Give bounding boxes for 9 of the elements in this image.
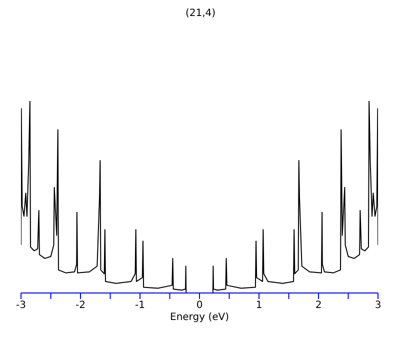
x-tick-label: -3 bbox=[16, 300, 26, 312]
x-axis-title: Energy (eV) bbox=[169, 312, 230, 323]
x-tick-label: -1 bbox=[135, 300, 145, 312]
chart-title: (21,4) bbox=[184, 8, 217, 19]
x-tick-label: 2 bbox=[315, 300, 322, 312]
x-tick-label: 3 bbox=[374, 300, 382, 312]
x-tick-label: -2 bbox=[76, 300, 86, 312]
x-tick-label: 0 bbox=[196, 300, 203, 312]
x-tick-label: 1 bbox=[256, 300, 262, 312]
